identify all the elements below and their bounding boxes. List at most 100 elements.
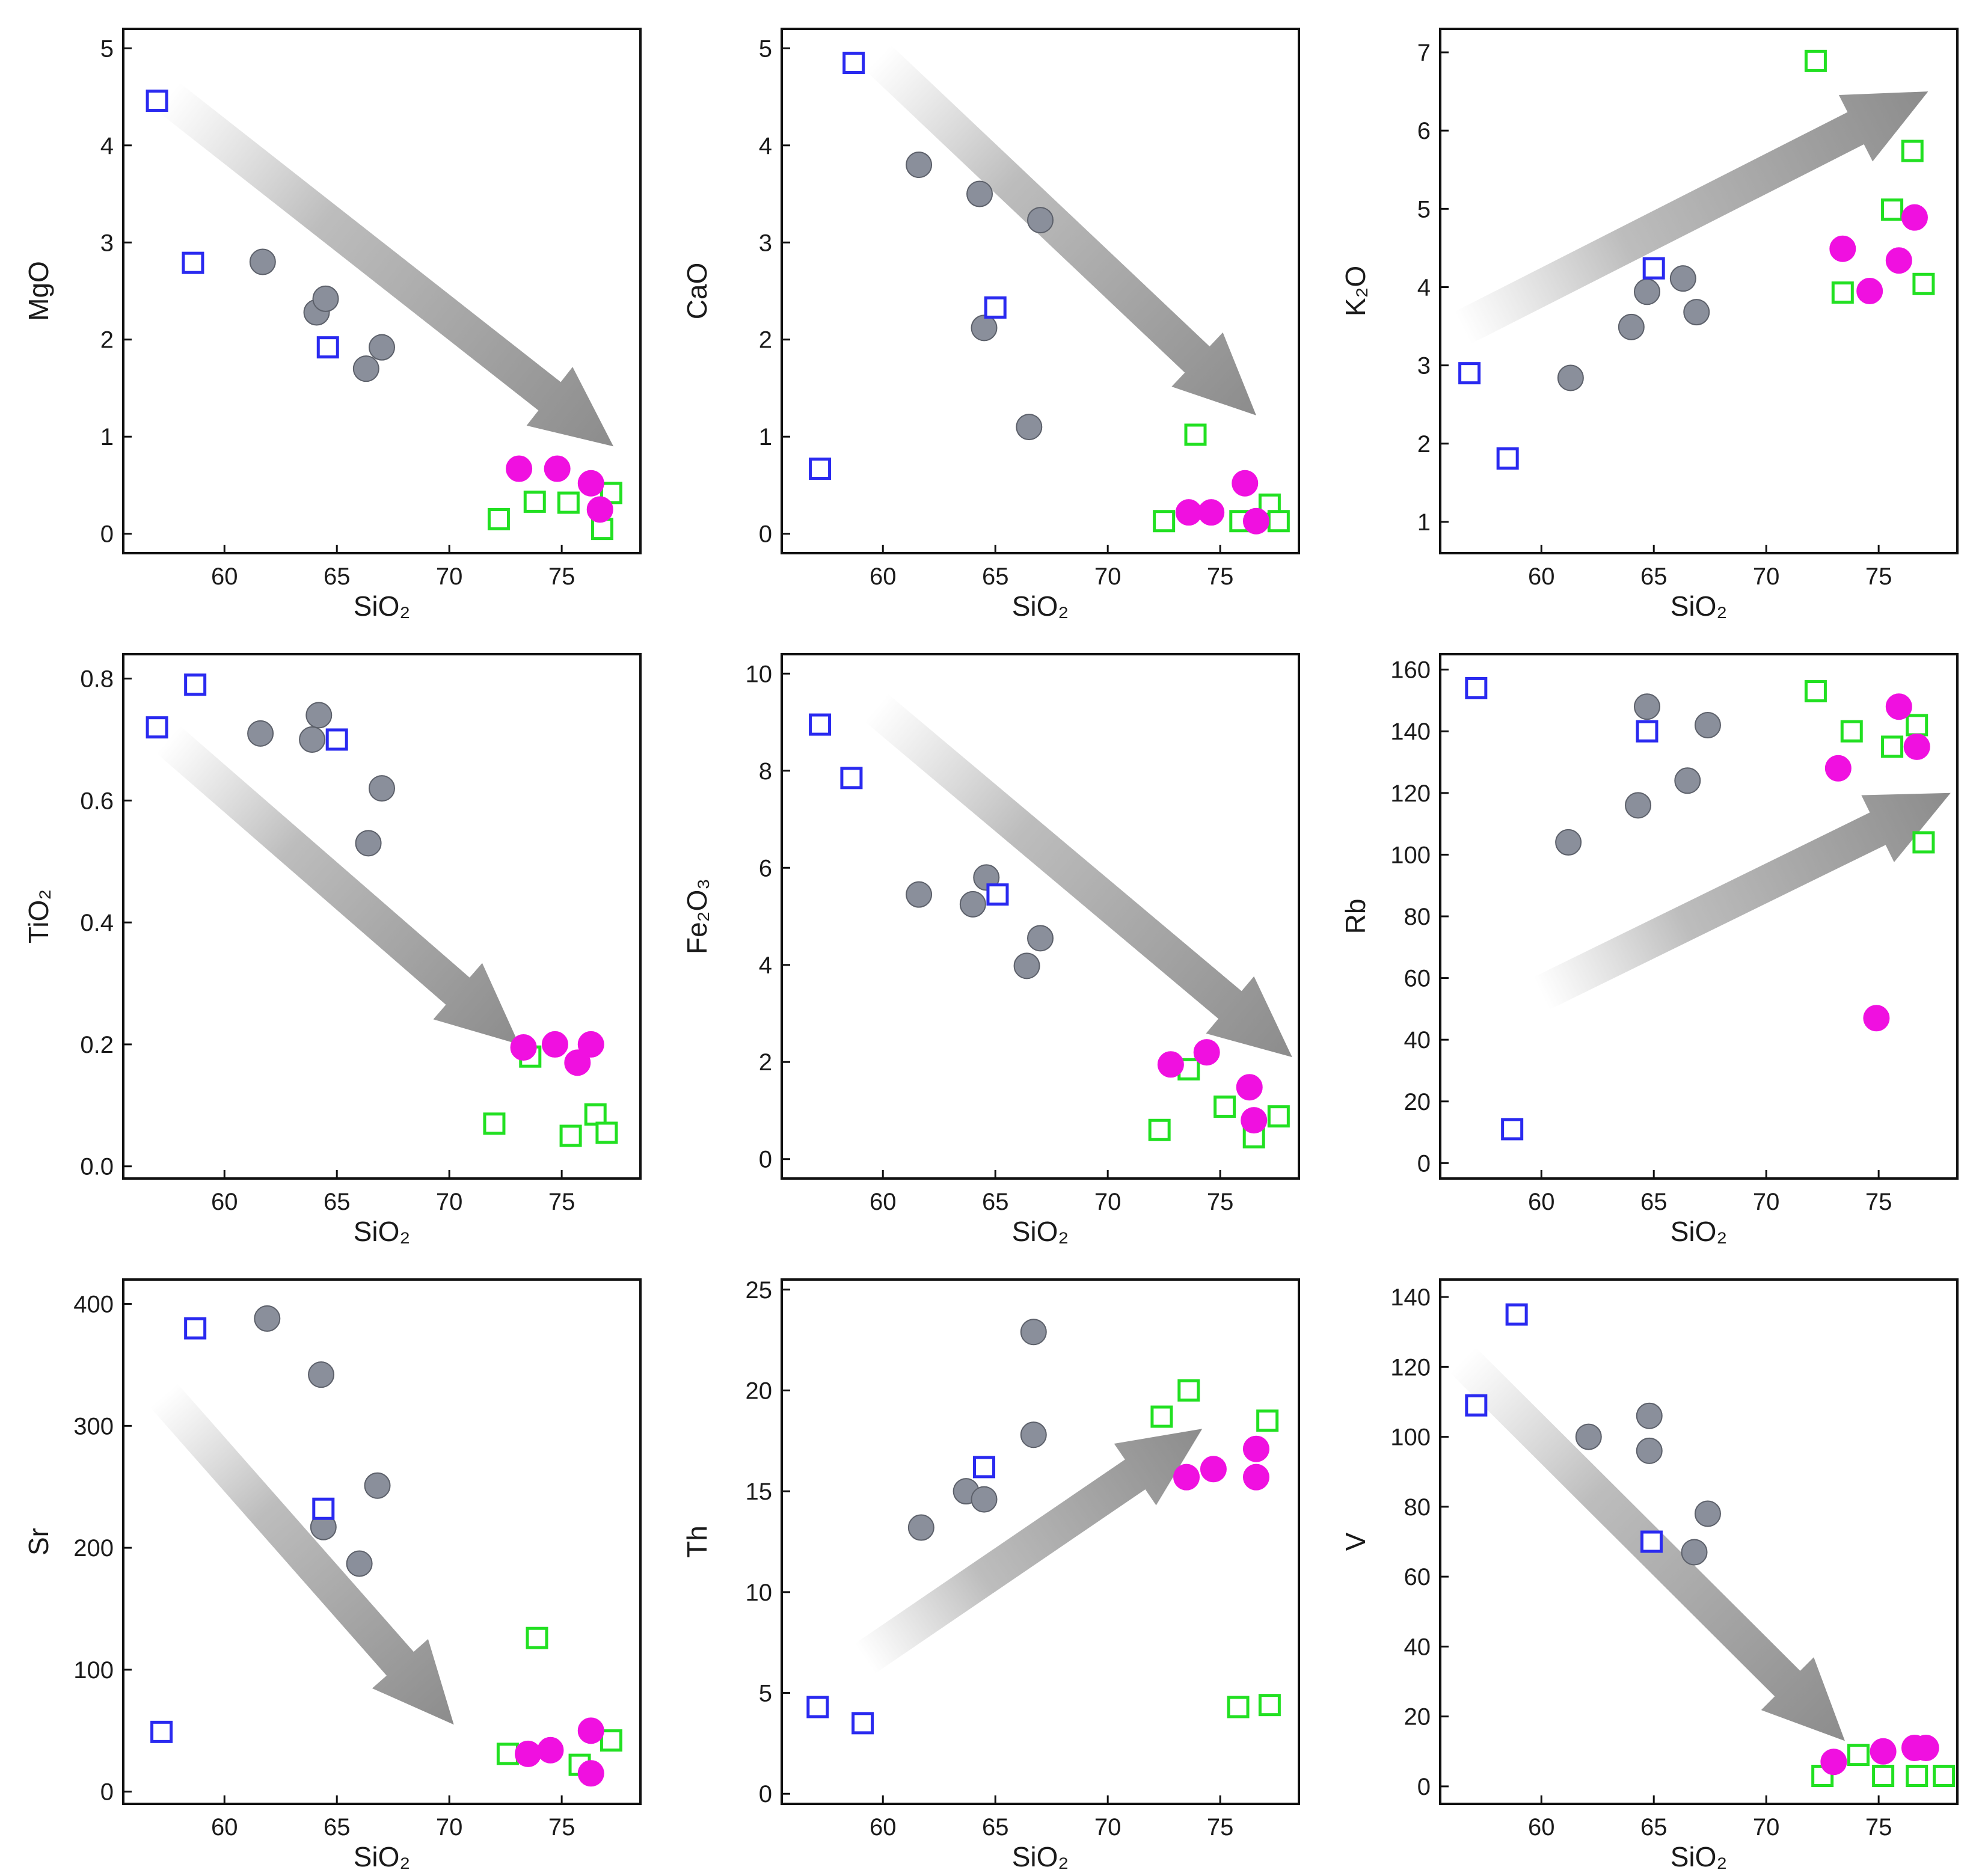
x-tick-label: 75 <box>1865 1814 1892 1841</box>
gray-circle-point <box>959 890 986 918</box>
blue-square-point <box>184 673 207 696</box>
blue-square-point <box>146 716 168 739</box>
plot-frame <box>1439 1278 1959 1805</box>
blue-square-point <box>1465 1394 1488 1417</box>
gray-circle-point <box>1634 693 1660 720</box>
x-tick-label: 75 <box>1207 563 1234 590</box>
gray-circle-point <box>1618 313 1645 340</box>
blue-square-point <box>1465 676 1488 699</box>
x-tick-label: 75 <box>1865 1189 1892 1215</box>
gray-circle-point <box>966 180 993 207</box>
x-tick-label: 60 <box>211 563 238 590</box>
magenta-circle-point <box>510 1034 537 1061</box>
green-square-point <box>1912 272 1935 295</box>
y-tick-label: 6 <box>1417 118 1431 144</box>
gray-circle-point <box>1575 1423 1602 1450</box>
blue-square-point <box>1458 362 1481 385</box>
x-tick-label: 75 <box>548 1189 575 1215</box>
x-tick-label: 75 <box>548 1814 575 1841</box>
y-tick-label: 40 <box>1404 1634 1431 1660</box>
y-tick-label: 8 <box>759 758 772 785</box>
gray-circle-point <box>906 152 933 179</box>
gray-circle-point <box>971 314 998 342</box>
trend-arrow <box>150 1383 454 1725</box>
panel-sr: 60 65 70 75 0 100 200 300 400 SiO₂ Sr <box>0 1251 658 1876</box>
panel-th: 60 65 70 75 0 5 10 15 20 25 SiO₂ Th <box>658 1251 1317 1876</box>
gray-circle-point <box>1027 925 1054 952</box>
chart-svg: 60 65 70 75 0 5 10 15 20 25 SiO₂ Th <box>681 1277 1300 1872</box>
magenta-circle-point <box>577 1717 604 1744</box>
gray-circle-point <box>1555 829 1582 856</box>
blue-square-point <box>1496 447 1519 470</box>
y-tick-label: 140 <box>1390 1284 1431 1311</box>
green-square-point <box>1227 1696 1250 1718</box>
blue-square-point <box>1640 1530 1663 1553</box>
y-axis-label: Sr <box>23 1528 54 1556</box>
y-tick-label: 200 <box>73 1535 114 1562</box>
gray-circle-point <box>305 702 333 729</box>
y-tick-label: 0 <box>100 521 114 548</box>
magenta-circle-point <box>1863 1005 1890 1032</box>
y-tick-label: 5 <box>1417 196 1431 222</box>
x-tick-label: 60 <box>211 1814 238 1841</box>
green-square-point <box>600 1729 622 1752</box>
y-tick-label: 1 <box>100 424 114 450</box>
gray-circle-point <box>1634 278 1660 305</box>
panel-v: 60 65 70 75 0 20 40 60 80 100 120 140 SiO₂ V <box>1317 1251 1976 1876</box>
plot-frame <box>781 28 1300 554</box>
green-square-point <box>1906 1764 1928 1787</box>
y-tick-label: 120 <box>1390 780 1431 807</box>
green-square-point <box>1184 423 1207 446</box>
y-tick-label: 6 <box>759 855 772 881</box>
y-tick-label: 0 <box>100 1779 114 1806</box>
x-tick-label: 65 <box>982 1814 1009 1841</box>
plot-frame <box>122 1278 642 1805</box>
gray-circle-point <box>1020 1421 1047 1448</box>
magenta-circle-point <box>577 1760 604 1787</box>
gray-circle-point <box>249 248 276 275</box>
y-tick-label: 15 <box>746 1479 773 1505</box>
y-tick-label: 10 <box>746 1580 773 1606</box>
blue-square-point <box>182 251 204 274</box>
panel-tio2: 60 65 70 75 0.0 0.2 0.4 0.6 0.8 SiO₂ TiO₂ <box>0 625 658 1251</box>
gray-circle-point <box>369 334 395 361</box>
blue-square-point <box>1642 257 1665 280</box>
x-tick-label: 70 <box>436 563 463 590</box>
gray-circle-point <box>1694 1500 1721 1527</box>
green-square-point <box>600 482 622 504</box>
blue-square-point <box>1501 1118 1524 1141</box>
gray-circle-point <box>254 1305 281 1332</box>
y-tick-label: 4 <box>100 133 114 159</box>
y-tick-label: 0 <box>1417 1774 1431 1800</box>
magenta-circle-point <box>541 1031 568 1058</box>
gray-circle-point <box>1674 767 1701 794</box>
y-axis-label: MgO <box>23 261 54 321</box>
y-tick-label: 0 <box>759 1147 772 1173</box>
chart-svg: 60 65 70 75 0 20 40 60 80 100 120 140 160 SiO₂ Rb <box>1340 653 1959 1247</box>
magenta-circle-point <box>1242 1464 1269 1491</box>
magenta-circle-point <box>1173 1464 1200 1491</box>
green-square-point <box>1150 1405 1173 1428</box>
blue-square-point <box>146 89 168 112</box>
x-axis-label: SiO₂ <box>1012 1841 1069 1872</box>
y-axis-label: Fe₂O₃ <box>681 878 713 954</box>
blue-square-point <box>851 1712 874 1735</box>
x-tick-label: 65 <box>1640 563 1668 590</box>
x-axis-label: SiO₂ <box>354 590 411 622</box>
magenta-circle-point <box>564 1049 591 1076</box>
x-tick-label: 65 <box>324 1189 351 1215</box>
magenta-circle-point <box>1241 1107 1268 1134</box>
magenta-circle-point <box>1901 204 1928 231</box>
y-tick-label: 0.2 <box>80 1032 114 1058</box>
magenta-circle-point <box>1232 470 1259 497</box>
y-tick-label: 4 <box>1417 274 1431 301</box>
magenta-circle-point <box>1242 507 1269 535</box>
green-square-point <box>523 490 546 513</box>
y-tick-label: 20 <box>746 1378 773 1404</box>
gray-circle-point <box>299 726 326 753</box>
magenta-circle-point <box>1236 1074 1263 1101</box>
magenta-circle-point <box>1200 1456 1227 1483</box>
y-tick-label: 80 <box>1404 1494 1431 1521</box>
y-tick-label: 4 <box>759 952 772 979</box>
chart-svg: 60 65 70 75 0 2 4 6 8 10 SiO₂ Fe₂O₃ <box>681 653 1300 1247</box>
